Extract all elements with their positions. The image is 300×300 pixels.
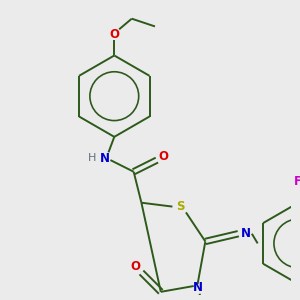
Text: N: N — [193, 281, 202, 295]
Text: S: S — [176, 200, 184, 213]
Text: O: O — [159, 150, 169, 163]
Text: O: O — [109, 28, 119, 41]
Text: O: O — [130, 260, 141, 273]
Text: N: N — [241, 227, 251, 240]
Text: F: F — [294, 175, 300, 188]
Text: H: H — [88, 153, 96, 163]
Text: N: N — [100, 152, 110, 165]
